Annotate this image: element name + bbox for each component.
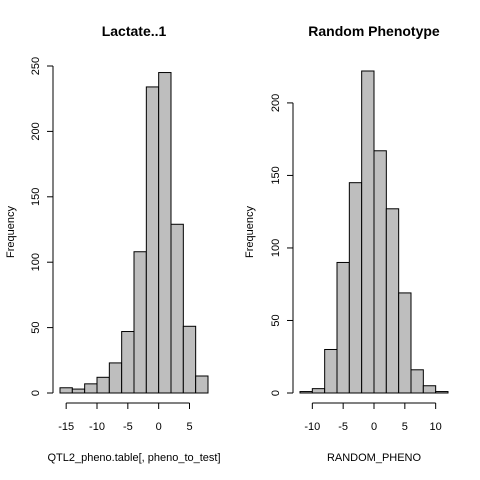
x-axis: -10 -5 0 5 10 <box>304 402 442 433</box>
y-axis-label: Frequency <box>5 206 17 258</box>
histogram-bar <box>145 86 160 394</box>
bars <box>59 72 209 394</box>
x-tick-label: 10 <box>430 421 442 433</box>
x-tick-label: -5 <box>338 421 348 433</box>
x-axis: -15 -10 -5 0 5 <box>58 402 193 433</box>
histogram-bar <box>158 72 172 394</box>
y-tick-label: 100 <box>30 253 42 271</box>
bars <box>299 70 449 394</box>
histogram-bar <box>59 387 73 394</box>
histogram-bar <box>410 369 424 394</box>
histogram-bar <box>182 325 197 394</box>
y-tick-label: 150 <box>30 188 42 206</box>
x-tick-label: -15 <box>58 421 74 433</box>
histogram-bar <box>96 376 110 394</box>
y-tick-label: 0 <box>30 390 42 396</box>
histogram-bar <box>299 391 313 394</box>
histogram-bar <box>71 388 86 394</box>
histogram-bar <box>373 150 387 394</box>
histogram-bar <box>435 391 449 394</box>
y-tick-label: 50 <box>30 321 42 333</box>
histogram-bar <box>84 383 98 394</box>
histogram-bar <box>398 292 412 394</box>
x-tick-label: 5 <box>186 421 192 433</box>
y-tick-label: 50 <box>270 314 282 326</box>
x-axis-label: QTL2_pheno.table[, pheno_to_test] <box>47 452 220 464</box>
histogram-panel-lactate: Lactate..1 QTL2_pheno.table[, pheno_to_t… <box>5 23 221 464</box>
histogram-bar <box>121 331 135 394</box>
histogram-bar <box>170 223 184 394</box>
histogram-bar <box>422 385 437 394</box>
y-tick-label: 100 <box>270 239 282 257</box>
x-tick-label: 0 <box>371 421 377 433</box>
y-tick-label: 200 <box>270 94 282 112</box>
x-tick-label: 5 <box>402 421 408 433</box>
y-tick-label: 0 <box>270 390 282 396</box>
chart-title: Lactate..1 <box>102 23 167 39</box>
chart-title: Random Phenotype <box>308 23 440 39</box>
histogram-bar <box>324 348 338 394</box>
histogram-panel-random-phenotype: Random Phenotype RANDOM_PHENO Frequency … <box>244 23 449 464</box>
y-tick-label: 250 <box>30 57 42 75</box>
y-tick-label: 200 <box>30 122 42 140</box>
x-tick-label: -10 <box>304 421 320 433</box>
histogram-bar <box>385 208 400 394</box>
y-tick-label: 150 <box>270 166 282 184</box>
histogram-bar <box>311 388 326 394</box>
x-tick-label: 0 <box>156 421 162 433</box>
histogram-bar <box>361 70 375 394</box>
y-axis-label: Frequency <box>244 206 256 258</box>
x-tick-label: -5 <box>123 421 133 433</box>
x-tick-label: -10 <box>89 421 105 433</box>
histogram-bar <box>348 182 363 394</box>
histogram-bar <box>133 251 147 394</box>
y-axis: 0 50 100 150 200 <box>270 94 294 396</box>
histogram-bar <box>195 375 209 394</box>
y-axis: 0 50 100 150 200 250 <box>30 57 54 396</box>
histogram-bar <box>108 362 123 394</box>
x-axis-label: RANDOM_PHENO <box>327 452 422 464</box>
histogram-bar <box>336 261 350 394</box>
